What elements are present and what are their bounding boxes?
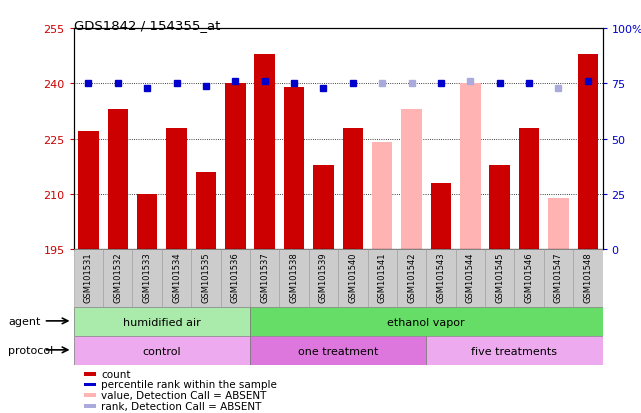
Text: GSM101532: GSM101532 [113, 252, 122, 302]
Bar [225, 84, 246, 250]
Bar [133, 250, 162, 308]
Bar [74, 337, 250, 366]
Bar [401, 110, 422, 250]
Bar [426, 337, 603, 366]
Bar [397, 250, 426, 308]
Bar [431, 183, 451, 250]
Bar [548, 198, 569, 250]
Text: percentile rank within the sample: percentile rank within the sample [101, 380, 277, 389]
Bar [284, 88, 304, 250]
Bar [191, 250, 221, 308]
Text: GSM101548: GSM101548 [583, 252, 592, 302]
Text: GSM101547: GSM101547 [554, 252, 563, 302]
Text: GSM101541: GSM101541 [378, 252, 387, 302]
Bar [254, 55, 275, 250]
Bar [221, 250, 250, 308]
Text: value, Detection Call = ABSENT: value, Detection Call = ABSENT [101, 390, 267, 400]
Text: GSM101531: GSM101531 [84, 252, 93, 302]
Text: GSM101546: GSM101546 [524, 252, 533, 302]
Text: GSM101538: GSM101538 [290, 252, 299, 302]
Bar [85, 382, 96, 387]
Text: GSM101534: GSM101534 [172, 252, 181, 302]
Bar [309, 250, 338, 308]
Text: GSM101533: GSM101533 [143, 252, 152, 302]
Text: GSM101543: GSM101543 [437, 252, 445, 302]
Bar [544, 250, 573, 308]
Bar [372, 143, 392, 250]
Bar [456, 250, 485, 308]
Bar [250, 308, 603, 337]
Bar [103, 250, 133, 308]
Bar [490, 165, 510, 250]
Bar [85, 404, 96, 408]
Text: one treatment: one treatment [298, 346, 378, 356]
Text: control: control [142, 346, 181, 356]
Text: five treatments: five treatments [471, 346, 558, 356]
Bar [573, 250, 603, 308]
Bar [137, 195, 158, 250]
Bar [108, 110, 128, 250]
Bar [485, 250, 514, 308]
Bar [338, 250, 367, 308]
Text: GSM101542: GSM101542 [407, 252, 416, 302]
Bar [578, 55, 598, 250]
Bar [279, 250, 309, 308]
Text: GSM101536: GSM101536 [231, 252, 240, 302]
Bar [514, 250, 544, 308]
Bar [519, 128, 539, 250]
Bar [313, 165, 334, 250]
Bar [196, 173, 216, 250]
Text: protocol: protocol [8, 345, 54, 355]
Bar [460, 84, 481, 250]
Text: humidified air: humidified air [123, 317, 201, 327]
Bar [74, 250, 103, 308]
Bar [162, 250, 191, 308]
Text: ethanol vapor: ethanol vapor [387, 317, 465, 327]
Text: GSM101537: GSM101537 [260, 252, 269, 302]
Text: agent: agent [8, 316, 41, 326]
Bar [78, 132, 99, 250]
Text: GSM101545: GSM101545 [495, 252, 504, 302]
Bar [166, 128, 187, 250]
Bar [85, 372, 96, 376]
Bar [342, 128, 363, 250]
Bar [250, 250, 279, 308]
Bar [85, 393, 96, 397]
Bar [74, 308, 250, 337]
Text: GSM101535: GSM101535 [201, 252, 210, 302]
Text: GDS1842 / 154355_at: GDS1842 / 154355_at [74, 19, 220, 31]
Bar [250, 337, 426, 366]
Text: GSM101540: GSM101540 [348, 252, 357, 302]
Text: GSM101539: GSM101539 [319, 252, 328, 302]
Bar [367, 250, 397, 308]
Text: count: count [101, 369, 131, 379]
Text: GSM101544: GSM101544 [466, 252, 475, 302]
Bar [426, 250, 456, 308]
Text: rank, Detection Call = ABSENT: rank, Detection Call = ABSENT [101, 401, 262, 411]
